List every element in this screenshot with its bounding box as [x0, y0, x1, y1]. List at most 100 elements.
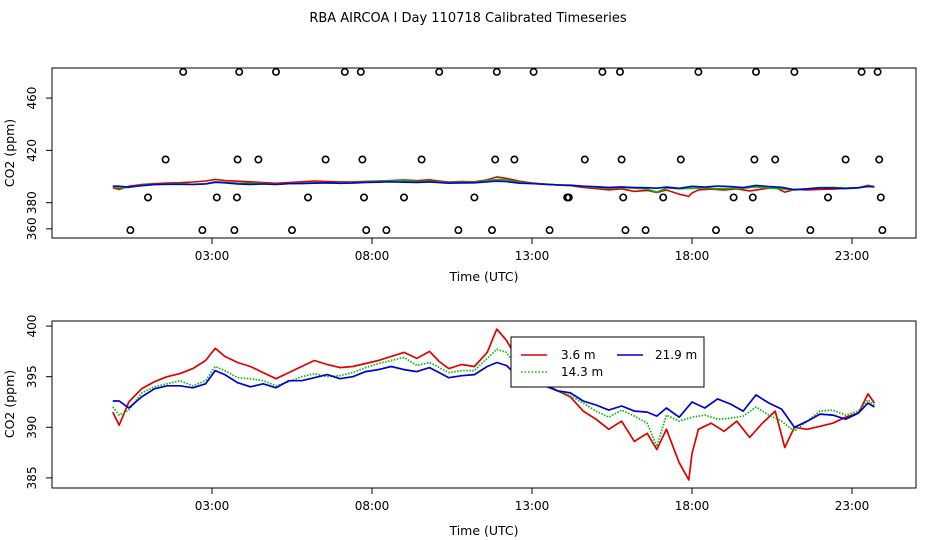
chart-title: RBA AIRCOA I Day 110718 Calibrated Times… — [309, 11, 627, 26]
calibration-point — [857, 67, 866, 76]
top-x-tick-label: 03:00 — [195, 249, 230, 263]
top-y-tick-label: 420 — [25, 139, 39, 162]
calibration-point — [510, 155, 519, 164]
bottom-x-tick-label: 08:00 — [355, 499, 390, 513]
legend-label-21-9m: 21.9 m — [655, 348, 697, 362]
calibration-point — [492, 67, 501, 76]
calibration-point — [659, 193, 668, 202]
calibration-point — [873, 67, 882, 76]
legend-label-3-6m: 3.6 m — [561, 348, 596, 362]
calibration-point — [745, 226, 754, 235]
bottom-y-tick-label: 400 — [25, 315, 39, 338]
top-trace-line — [112, 180, 875, 191]
calibration-point — [841, 155, 850, 164]
calibration-point — [230, 226, 239, 235]
calibration-point — [598, 67, 607, 76]
series-line — [112, 361, 875, 429]
top-y-axis-label: CO2 (ppm) — [2, 119, 17, 187]
calibration-point — [676, 155, 685, 164]
calibration-point — [235, 67, 244, 76]
calibration-point — [340, 67, 349, 76]
calibration-point — [271, 67, 280, 76]
calibration-point — [748, 193, 757, 202]
calibration-point — [615, 67, 624, 76]
calibration-point — [641, 226, 650, 235]
top-panel: 360 380 420 460 03:00 08:00 13:00 18:00 23:00 T… — [2, 67, 917, 284]
top-plot-frame — [51, 67, 917, 239]
legend-label-14-3m: 14.3 m — [561, 365, 603, 379]
bottom-x-tick-label: 03:00 — [195, 499, 230, 513]
calibration-point — [399, 193, 408, 202]
calibration-point — [254, 155, 263, 164]
legend: 3.6 m 14.3 m 21.9 m — [510, 336, 705, 388]
calibration-point — [359, 193, 368, 202]
calibration-point — [545, 226, 554, 235]
bottom-y-axis: 385 390 395 400 — [25, 315, 52, 489]
bottom-x-tick-label: 18:00 — [675, 499, 710, 513]
top-x-axis-label: Time (UTC) — [448, 269, 518, 284]
top-y-tick-label: 460 — [25, 87, 39, 110]
bottom-x-tick-label: 13:00 — [515, 499, 550, 513]
calibration-point — [435, 67, 444, 76]
calibration-point — [212, 193, 221, 202]
calibration-point — [621, 226, 630, 235]
bottom-y-axis-label: CO2 (ppm) — [2, 370, 17, 438]
calibration-point — [529, 67, 538, 76]
calibration-point — [751, 67, 760, 76]
calibration-point — [198, 226, 207, 235]
top-x-tick-label: 08:00 — [355, 249, 390, 263]
calibration-point — [619, 193, 628, 202]
top-y-axis: 360 380 420 460 — [25, 87, 52, 240]
calibration-point — [356, 67, 365, 76]
bottom-plot-frame — [51, 320, 917, 489]
bottom-panel: 385 390 395 400 03:00 08:00 13:00 18:00 23:00 T… — [2, 315, 917, 538]
top-y-tick-label: 380 — [25, 191, 39, 214]
calibration-point — [382, 226, 391, 235]
calibration-point — [144, 193, 153, 202]
top-trace-line — [112, 176, 875, 198]
calibration-point — [806, 226, 815, 235]
calibration-point — [179, 67, 188, 76]
calibration-point — [790, 67, 799, 76]
bottom-y-tick-label: 385 — [25, 466, 39, 489]
calibration-point — [454, 226, 463, 235]
calibration-points — [126, 67, 887, 235]
calibration-point — [580, 155, 589, 164]
bottom-x-axis: 03:00 08:00 13:00 18:00 23:00 — [195, 488, 869, 513]
calibration-point — [470, 193, 479, 202]
calibration-point — [161, 155, 170, 164]
calibration-point — [417, 155, 426, 164]
calibration-point — [321, 155, 330, 164]
calibration-point — [358, 155, 367, 164]
calibration-point — [617, 155, 626, 164]
calibration-point — [878, 226, 887, 235]
top-x-tick-label: 13:00 — [515, 249, 550, 263]
calibration-point — [823, 193, 832, 202]
calibration-point — [750, 155, 759, 164]
top-y-tick-label: 360 — [25, 217, 39, 240]
calibration-point — [303, 193, 312, 202]
calibration-point — [362, 226, 371, 235]
legend-box — [510, 336, 705, 388]
top-traces — [112, 176, 875, 198]
calibration-point — [564, 193, 573, 202]
bottom-series-lines — [112, 328, 876, 481]
calibration-point — [729, 193, 738, 202]
top-x-axis: 03:00 08:00 13:00 18:00 23:00 — [195, 238, 870, 263]
bottom-y-tick-label: 390 — [25, 416, 39, 439]
calibration-point — [875, 155, 884, 164]
calibration-point — [126, 226, 135, 235]
calibration-point — [491, 155, 500, 164]
calibration-point — [694, 67, 703, 76]
top-x-tick-label: 23:00 — [835, 249, 870, 263]
bottom-y-tick-label: 395 — [25, 365, 39, 388]
top-x-tick-label: 18:00 — [675, 249, 710, 263]
calibration-point — [487, 226, 496, 235]
series-line — [112, 328, 876, 481]
bottom-x-axis-label: Time (UTC) — [448, 523, 518, 538]
calibration-point — [233, 155, 242, 164]
calibration-point — [232, 193, 241, 202]
calibration-point — [711, 226, 720, 235]
calibration-point — [876, 193, 885, 202]
